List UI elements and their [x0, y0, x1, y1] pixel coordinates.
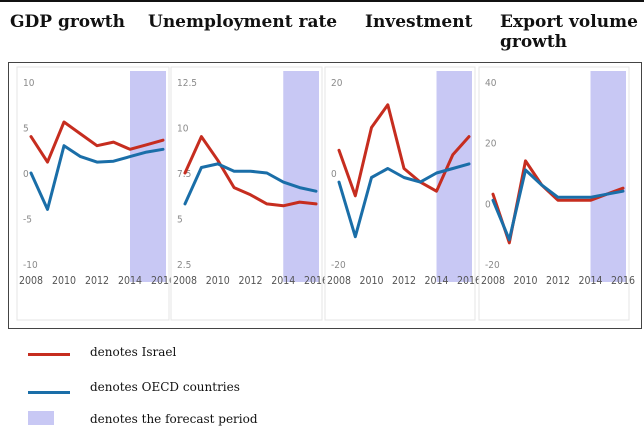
unemployment-series-israel: [183, 135, 318, 208]
investment-xtick-label: 2016: [457, 275, 481, 287]
investment-ytick-label: -20: [331, 260, 346, 271]
gdp-forecast-band: [130, 71, 166, 282]
export-series-oecd: [491, 168, 625, 242]
export-xtick-label: 2016: [611, 275, 635, 287]
gdp-series-israel: [29, 120, 165, 164]
heading-export-volume-growth: Export volume growth: [500, 12, 638, 52]
top-rule: [0, 0, 644, 2]
export-ytick-label: -20: [485, 260, 500, 271]
investment-series-israel: [337, 103, 471, 198]
export-xtick-label: 2012: [546, 275, 570, 287]
legend-forecast-swatch: [28, 411, 54, 425]
investment-xtick-label: 2008: [327, 275, 351, 287]
investment-xtick-label: 2010: [359, 275, 383, 287]
unemployment-ytick-label: 12.5: [177, 78, 197, 89]
investment-ytick-label: 0: [331, 169, 337, 180]
gdp-xtick-label: 2012: [85, 275, 109, 287]
gdp-ytick-label: -10: [23, 260, 38, 271]
unemployment-xtick-label: 2016: [304, 275, 328, 287]
charts-panel: 10 5 0 -5 -10 2008 2010 2012 2014 2016 12.5 10 7.5 5 2…: [8, 62, 642, 329]
investment-series-oecd: [337, 162, 471, 239]
unemployment-xtick-label: 2010: [206, 275, 230, 287]
heading-gdp-growth: GDP growth: [10, 12, 125, 32]
legend-forecast-label: denotes the forecast period: [90, 412, 258, 426]
unemployment-ytick-label: 5: [177, 215, 183, 226]
gdp-ytick-label: 10: [23, 78, 35, 89]
gdp-xtick-label: 2010: [52, 275, 76, 287]
gdp-ytick-label: 0: [23, 169, 29, 180]
gdp-ytick-label: 5: [23, 124, 29, 135]
gdp-series-oecd: [29, 144, 165, 211]
unemployment-xtick-label: 2008: [173, 275, 197, 287]
gdp-ytick-label: -5: [23, 215, 32, 226]
charts-svg: 10 5 0 -5 -10 2008 2010 2012 2014 2016 12.5 10 7.5 5 2…: [16, 66, 635, 321]
investment-xtick-label: 2012: [392, 275, 416, 287]
export-xtick-label: 2014: [578, 275, 602, 287]
export-ytick-label: 20: [485, 139, 497, 150]
unemployment-xtick-label: 2014: [271, 275, 295, 287]
heading-investment: Investment: [365, 12, 473, 32]
unemployment-ytick-label: 10: [177, 124, 189, 135]
legend-oecd-line: [28, 391, 70, 394]
gdp-xtick-label: 2016: [151, 275, 175, 287]
unemployment-forecast-band: [283, 71, 319, 282]
unemployment-series-oecd: [183, 162, 318, 206]
gdp-xtick-label: 2014: [118, 275, 142, 287]
unemployment-ytick-label: 2.5: [177, 260, 191, 271]
export-xtick-label: 2010: [513, 275, 537, 287]
legend-israel-line: [28, 353, 70, 356]
export-xtick-label: 2008: [481, 275, 505, 287]
legend-oecd-label: denotes OECD countries: [90, 380, 240, 394]
legend-israel-label: denotes Israel: [90, 345, 177, 359]
unemployment-ytick-label: 7.5: [177, 169, 191, 180]
gdp-xtick-label: 2008: [19, 275, 43, 287]
export-forecast-band: [590, 71, 626, 282]
investment-xtick-label: 2014: [424, 275, 448, 287]
heading-unemployment-rate: Unemployment rate: [148, 12, 338, 32]
investment-ytick-label: 20: [331, 78, 343, 89]
export-ytick-label: 0: [485, 199, 491, 210]
unemployment-xtick-label: 2012: [238, 275, 262, 287]
export-ytick-label: 40: [485, 78, 497, 89]
